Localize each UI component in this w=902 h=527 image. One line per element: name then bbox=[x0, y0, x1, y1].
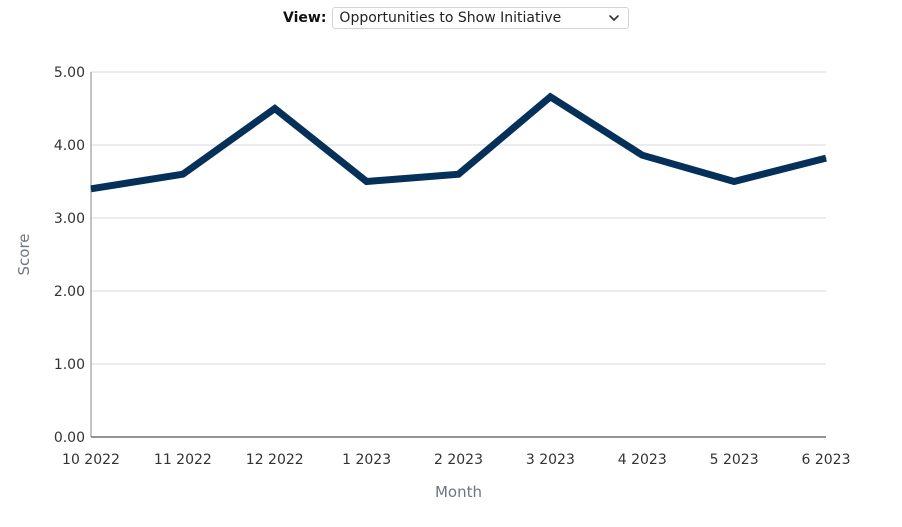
series-lines bbox=[90, 92, 827, 193]
axes bbox=[90, 72, 826, 438]
x-axis-title: Month bbox=[435, 483, 482, 501]
x-tick-label: 10 2022 bbox=[62, 452, 120, 468]
data-point bbox=[90, 188, 92, 190]
data-point bbox=[366, 181, 368, 182]
x-tick-labels: 10 2022 11 2022 12 2022 1 2023 2 2023 3 2023 4… bbox=[62, 452, 850, 468]
x-tick-label: 6 2023 bbox=[802, 452, 851, 468]
view-label: View: bbox=[283, 10, 327, 26]
data-point bbox=[182, 173, 184, 175]
x-tick-label: 3 2023 bbox=[526, 452, 575, 468]
view-dropdown[interactable]: Opportunities to Show Initiative bbox=[332, 7, 630, 29]
x-tick-label: 1 2023 bbox=[342, 452, 391, 468]
view-selector-bar: View: Opportunities to Show Initiative bbox=[283, 6, 630, 30]
x-tick-label: 12 2022 bbox=[246, 452, 304, 468]
y-tick-label: 1.00 bbox=[54, 357, 85, 373]
gridlines bbox=[91, 71, 826, 365]
x-tick-label: 2 2023 bbox=[434, 452, 483, 468]
series-line bbox=[90, 92, 827, 193]
data-point bbox=[733, 181, 735, 182]
data-point bbox=[458, 173, 459, 175]
y-tick-label: 0.00 bbox=[54, 430, 85, 446]
y-tick-label: 2.00 bbox=[54, 284, 85, 300]
x-tick-label: 4 2023 bbox=[618, 452, 667, 468]
y-tick-labels: 0.00 1.00 2.00 3.00 4.00 5.00 bbox=[54, 65, 85, 446]
y-tick-label: 3.00 bbox=[54, 211, 85, 227]
x-tick-label: 5 2023 bbox=[710, 452, 759, 468]
data-point bbox=[549, 96, 551, 98]
data-point bbox=[641, 154, 643, 156]
y-axis-title: Score bbox=[15, 233, 33, 275]
data-point bbox=[825, 157, 827, 159]
x-tick-label: 11 2022 bbox=[154, 452, 212, 468]
y-tick-label: 5.00 bbox=[54, 65, 85, 81]
view-dropdown-value: Opportunities to Show Initiative bbox=[339, 10, 562, 26]
y-tick-label: 4.00 bbox=[54, 138, 85, 154]
data-point bbox=[274, 108, 276, 109]
chevron-down-icon bbox=[609, 15, 620, 21]
